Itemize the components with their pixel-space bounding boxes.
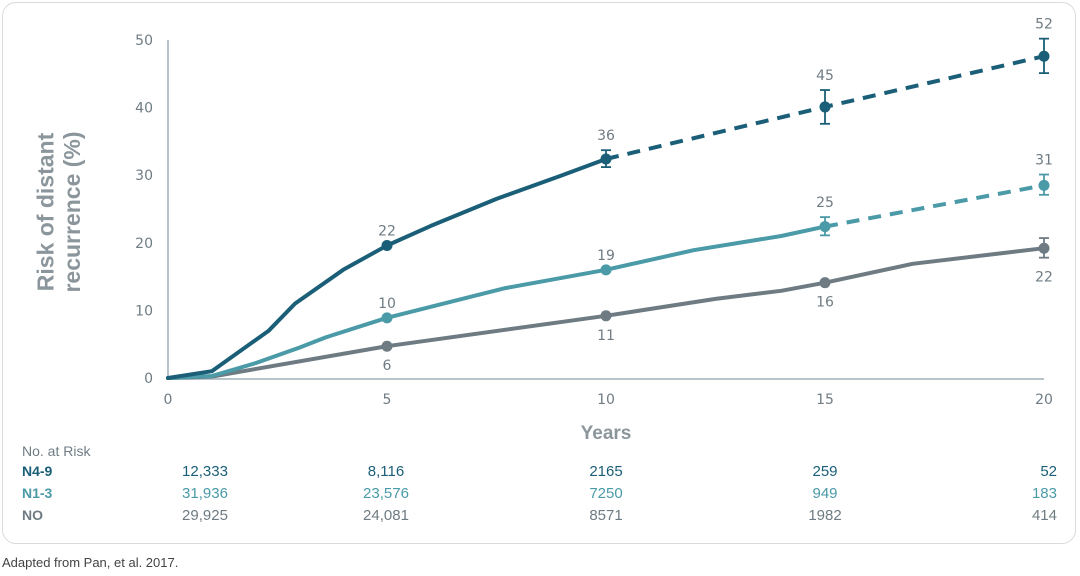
data-point-n4-9 xyxy=(381,240,393,252)
data-point-n1-3 xyxy=(819,221,831,233)
data-labels: 6 11 16 22 10 19 25 31 22 36 45 52 xyxy=(378,17,1053,375)
risk-value-no: 8571 xyxy=(589,507,622,524)
risk-value-n1-3: 7250 xyxy=(589,485,622,502)
risk-value-n1-3: 31,936 xyxy=(182,485,228,502)
data-label-n1-3: 31 xyxy=(1035,153,1053,169)
risk-table-title: No. at Risk xyxy=(22,443,91,459)
y-tick-label: 50 xyxy=(135,33,153,49)
data-point-n1-3 xyxy=(1038,179,1050,191)
risk-value-no: 1982 xyxy=(808,507,841,524)
risk-value-n1-3: 23,576 xyxy=(363,485,409,502)
x-axis-label: Years xyxy=(581,423,632,444)
series-dashed-line-n1-3 xyxy=(824,183,1045,229)
x-tick-label: 15 xyxy=(816,392,834,408)
risk-value-n1-3: 949 xyxy=(812,485,837,502)
risk-value-n4-9: 52 xyxy=(1040,463,1057,480)
data-label-no: 16 xyxy=(816,295,834,311)
data-point-no xyxy=(819,277,831,289)
series-markers xyxy=(381,37,1050,352)
data-label-n1-3: 19 xyxy=(597,248,615,264)
y-tick-label: 30 xyxy=(135,168,153,184)
risk-value-no: 24,081 xyxy=(363,507,409,524)
data-label-n4-9: 36 xyxy=(597,128,615,144)
series-line-n4-9 xyxy=(166,157,608,380)
data-point-no xyxy=(1038,242,1050,254)
x-tick-label: 5 xyxy=(383,392,392,408)
risk-value-no: 414 xyxy=(1032,507,1057,524)
x-tick-label: 20 xyxy=(1035,392,1053,408)
data-label-n4-9: 52 xyxy=(1035,17,1053,33)
risk-value-n4-9: 2165 xyxy=(589,463,622,480)
data-label-no: 11 xyxy=(597,328,615,344)
data-label-n4-9: 22 xyxy=(378,224,396,240)
risk-row-name-n1-3: N1-3 xyxy=(22,485,53,501)
y-tick-label: 10 xyxy=(135,303,153,319)
data-label-n1-3: 10 xyxy=(378,296,396,312)
risk-value-n4-9: 8,116 xyxy=(368,463,404,480)
data-point-no xyxy=(600,310,612,322)
series-line-no xyxy=(166,246,1046,380)
chart-card xyxy=(2,2,1076,544)
source-note: Adapted from Pan, et al. 2017. xyxy=(2,555,179,570)
x-tick-label: 0 xyxy=(164,392,173,408)
y-tick-label: 0 xyxy=(144,371,153,387)
data-label-no: 22 xyxy=(1035,270,1053,286)
data-point-n4-9 xyxy=(600,153,612,165)
risk-row-name-n4-9: N4-9 xyxy=(22,463,53,479)
data-point-n1-3 xyxy=(381,312,393,324)
x-tick-label: 10 xyxy=(597,392,615,408)
data-point-n1-3 xyxy=(600,264,612,276)
axes: 0 10 20 30 40 50 0 5 10 15 20 xyxy=(135,33,1053,408)
y-axis-label: Risk of distantrecurrence (%) xyxy=(33,131,85,292)
risk-row-name-no: NO xyxy=(22,507,43,523)
y-tick-label: 40 xyxy=(135,101,153,117)
data-label-no: 6 xyxy=(383,358,392,374)
risk-value-n1-3: 183 xyxy=(1032,485,1057,502)
data-label-n1-3: 25 xyxy=(816,195,834,211)
risk-table: No. at Risk N4-9 12,333 8,116 2165 259 52 N1-3… xyxy=(22,443,1057,524)
data-point-no xyxy=(381,340,393,352)
series-line-n1-3 xyxy=(166,224,827,380)
risk-value-n4-9: 12,333 xyxy=(182,463,228,480)
data-point-n4-9 xyxy=(819,101,831,113)
data-label-n4-9: 45 xyxy=(816,68,834,84)
risk-value-no: 29,925 xyxy=(182,507,228,524)
y-tick-label: 20 xyxy=(135,236,153,252)
data-point-n4-9 xyxy=(1038,50,1050,62)
risk-value-n4-9: 259 xyxy=(812,463,837,480)
